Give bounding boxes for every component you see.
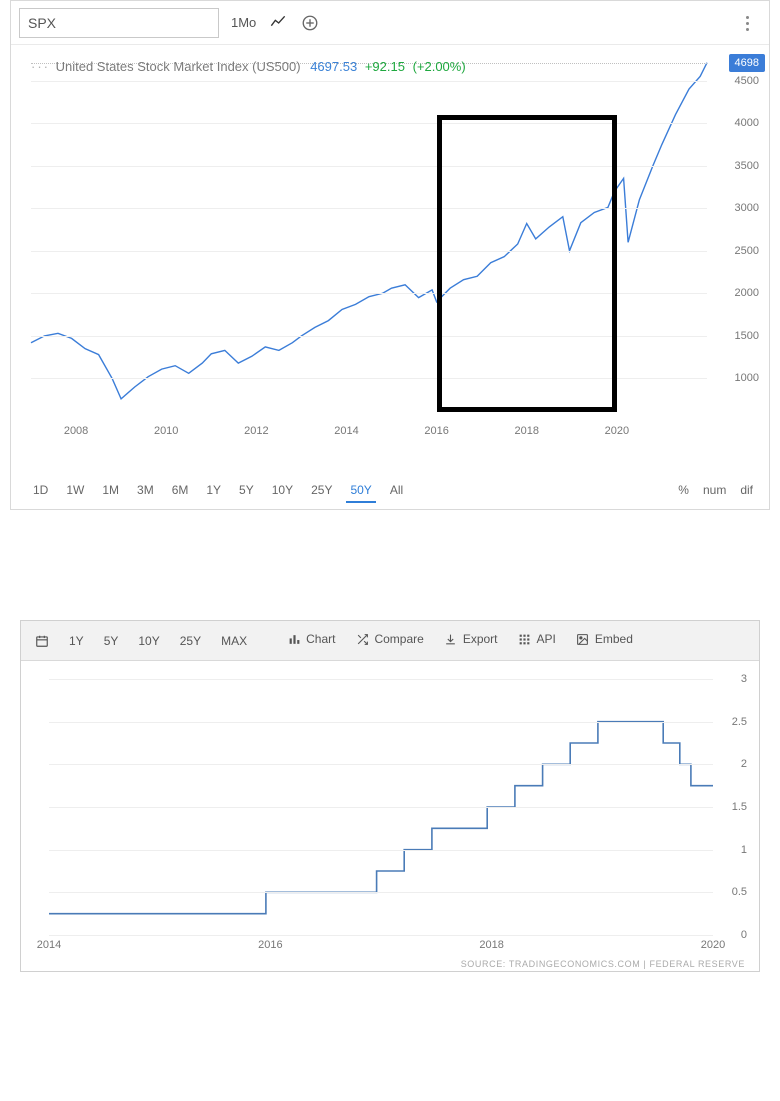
range-5y[interactable]: 5Y xyxy=(104,634,119,648)
range-1y[interactable]: 1Y xyxy=(69,634,84,648)
chart-header: United States Stock Market Index (US500)… xyxy=(31,59,466,74)
y-tick-label: 2500 xyxy=(735,245,759,257)
chart-toolbar: 1Mo xyxy=(11,1,769,45)
x-tick-label: 2018 xyxy=(514,425,538,437)
index-change: +92.15 xyxy=(365,59,405,74)
y-axis: 1000 1500 2000 2500 3000 3500 4000 4500 xyxy=(709,55,765,421)
y-tick-label: 3 xyxy=(741,673,747,685)
x-tick-label: 2008 xyxy=(64,425,88,437)
range-10y[interactable]: 10Y xyxy=(268,479,297,501)
export-button[interactable]: Export xyxy=(444,632,498,646)
range-max[interactable]: MAX xyxy=(221,634,247,648)
display-mode-num[interactable]: num xyxy=(703,483,726,497)
y-tick-label: 4000 xyxy=(735,117,759,129)
x-tick-label: 2016 xyxy=(258,939,282,951)
fed-rate-panel: 1Y 5Y 10Y 25Y MAX Chart Compare Export API Embed… xyxy=(20,620,760,972)
display-mode-%[interactable]: % xyxy=(678,483,689,497)
last-price-tag: 4698 xyxy=(729,54,765,72)
range-5y[interactable]: 5Y xyxy=(235,479,258,501)
range-25y[interactable]: 25Y xyxy=(307,479,336,501)
bar-chart-icon xyxy=(287,632,301,646)
timerange-selector: 1D 1W 1M 3M 6M 1Y 5Y 10Y 25Y 50Y All % num dif xyxy=(11,475,769,509)
y-tick-label: 3000 xyxy=(735,202,759,214)
source-attribution: SOURCE: TRADINGECONOMICS.COM | FEDERAL R… xyxy=(461,959,745,969)
embed-button[interactable]: Embed xyxy=(576,632,633,646)
x-tick-label: 2014 xyxy=(37,939,61,951)
y-tick-label: 1.5 xyxy=(732,801,747,813)
range-1w[interactable]: 1W xyxy=(62,479,88,501)
rate-y-axis: 00.511.522.53 xyxy=(715,679,753,935)
download-icon xyxy=(444,632,458,646)
rate-toolbar: 1Y 5Y 10Y 25Y MAX Chart Compare Export API Embed xyxy=(21,621,759,661)
y-tick-label: 0.5 xyxy=(732,886,747,898)
rate-chart-area: 0 0.5 1 1.5 2 2.5 3 2014 2016 2018 2020 SOURCE: T… xyxy=(21,661,759,971)
y-tick-label: 2000 xyxy=(735,287,759,299)
y-tick-label: 4500 xyxy=(735,75,759,87)
range-3m[interactable]: 3M xyxy=(133,479,158,501)
x-tick-label: 2016 xyxy=(424,425,448,437)
x-tick-label: 2010 xyxy=(154,425,178,437)
x-axis: 2008 2010 2012 2014 2016 2018 2020 xyxy=(31,423,707,441)
x-tick-label: 2018 xyxy=(479,939,503,951)
range-25y[interactable]: 25Y xyxy=(180,634,201,648)
plus-circle-icon[interactable] xyxy=(300,13,320,33)
compare-button[interactable]: Compare xyxy=(355,632,423,646)
rate-plot-region xyxy=(49,679,713,935)
y-tick-label: 2 xyxy=(741,758,747,770)
range-50y[interactable]: 50Y xyxy=(346,479,375,503)
y-tick-label: 3500 xyxy=(735,160,759,172)
x-tick-label: 2020 xyxy=(605,425,629,437)
range-10y[interactable]: 10Y xyxy=(138,634,159,648)
chart-button[interactable]: Chart xyxy=(287,632,335,646)
x-tick-label: 2014 xyxy=(334,425,358,437)
shuffle-icon xyxy=(355,632,369,646)
stock-chart-panel: 1Mo United States Stock Market Index (US… xyxy=(10,0,770,510)
range-6m[interactable]: 6M xyxy=(168,479,193,501)
index-title: United States Stock Market Index (US500) xyxy=(31,59,301,74)
y-tick-label: 1 xyxy=(741,844,747,856)
kebab-menu-icon[interactable] xyxy=(737,13,757,33)
range-1y[interactable]: 1Y xyxy=(202,479,225,501)
rate-x-axis: 2014201620182020 xyxy=(49,939,713,953)
image-icon xyxy=(576,632,590,646)
grid-icon xyxy=(518,632,532,646)
plot-region xyxy=(31,55,707,421)
display-mode-dif[interactable]: dif xyxy=(740,483,753,497)
chart-area: United States Stock Market Index (US500)… xyxy=(11,45,769,475)
api-button[interactable]: API xyxy=(518,632,556,646)
y-tick-label: 1000 xyxy=(735,372,759,384)
y-tick-label: 1500 xyxy=(735,330,759,342)
interval-selector[interactable]: 1Mo xyxy=(231,15,256,30)
line-chart-icon[interactable] xyxy=(268,13,288,33)
x-tick-label: 2020 xyxy=(701,939,725,951)
range-all[interactable]: All xyxy=(386,479,407,501)
range-1m[interactable]: 1M xyxy=(98,479,123,501)
y-tick-label: 2.5 xyxy=(732,716,747,728)
ticker-input[interactable] xyxy=(19,8,219,38)
y-tick-label: 0 xyxy=(741,929,747,941)
range-1d[interactable]: 1D xyxy=(29,479,52,501)
index-value: 4697.53 xyxy=(310,59,357,74)
index-change-pct: (+2.00%) xyxy=(413,59,466,74)
x-tick-label: 2012 xyxy=(244,425,268,437)
price-line xyxy=(31,55,707,421)
calendar-icon[interactable] xyxy=(35,634,49,648)
